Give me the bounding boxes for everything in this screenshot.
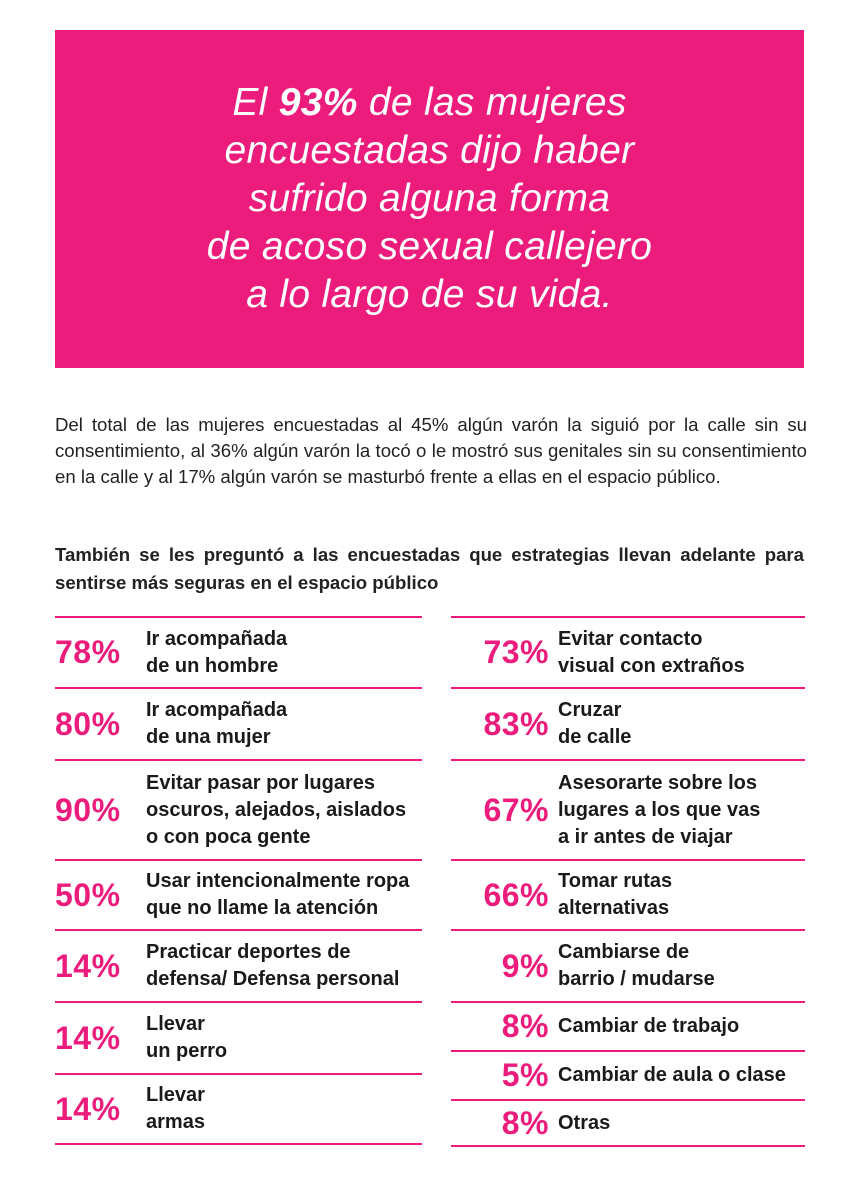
- strategies-question: También se les preguntó a las encuestada…: [55, 543, 804, 593]
- list-item: 8% Cambiar de trabajo: [451, 1001, 805, 1050]
- item-label: Practicar deportes de defensa/ Defensa p…: [146, 941, 400, 990]
- item-label: Cambiarse de barrio / mudarse: [558, 941, 715, 990]
- list-item: 66% Tomar rutas alternativas: [451, 859, 805, 929]
- item-label: Llevar un perro: [146, 1013, 228, 1062]
- strategies-list-left: 78% Ir acompañada de un hombre 80% Ir ac…: [55, 616, 422, 1145]
- list-item: 50% Usar intencionalmente ropa que no ll…: [55, 859, 422, 929]
- list-item: 14% Llevar un perro: [55, 1001, 422, 1073]
- item-percentage: 80%: [55, 705, 121, 742]
- item-percentage: 83%: [483, 705, 549, 742]
- item-label: Tomar rutas alternativas: [558, 870, 673, 919]
- headline-banner: El 93% de las mujeres encuestadas dijo h…: [55, 30, 804, 368]
- item-label: Otras: [558, 1111, 611, 1134]
- item-label: Evitar pasar por lugares oscuros, alejad…: [146, 771, 407, 848]
- list-item: 80% Ir acompañada de una mujer: [55, 687, 422, 759]
- headline-rest: de las mujeres encuestadas dijo haber su…: [206, 81, 653, 316]
- item-label: Usar intencionalmente ropa que no llame …: [146, 870, 410, 919]
- item-label: Cambiar de trabajo: [558, 1015, 740, 1037]
- intro-paragraph: Del total de las mujeres encuestadas al …: [55, 413, 807, 487]
- item-percentage: 14%: [55, 947, 121, 984]
- item-percentage: 8%: [501, 1008, 549, 1044]
- list-item: 14% Practicar deportes de defensa/ Defen…: [55, 929, 422, 1001]
- list-item: 78% Ir acompañada de un hombre: [55, 616, 422, 687]
- list-item: 83% Cruzar de calle: [451, 687, 805, 759]
- item-percentage: 90%: [55, 791, 121, 828]
- headline-text: El 93% de las mujeres encuestadas dijo h…: [207, 79, 652, 319]
- list-item: 9% Cambiarse de barrio / mudarse: [451, 929, 805, 1001]
- list-item: 14% Llevar armas: [55, 1073, 422, 1145]
- item-label: Cruzar de calle: [558, 699, 632, 748]
- list-item: 5% Cambiar de aula o clase: [451, 1050, 805, 1099]
- strategies-list-right: 73% Evitar contacto visual con extraños …: [451, 616, 805, 1147]
- list-item: 8% Otras: [451, 1099, 805, 1147]
- item-label: Ir acompañada de un hombre: [146, 627, 288, 677]
- item-percentage: 8%: [501, 1104, 549, 1141]
- item-label: Cambiar de aula o clase: [558, 1064, 786, 1086]
- headline-percentage: 93%: [278, 81, 358, 124]
- item-label: Evitar contacto visual con extraños: [558, 627, 745, 677]
- item-percentage: 73%: [483, 634, 549, 670]
- headline-prefix: El: [232, 81, 279, 124]
- item-label: Llevar armas: [146, 1084, 205, 1133]
- item-percentage: 9%: [501, 947, 549, 984]
- item-label: Asesorarte sobre los lugares a los que v…: [558, 771, 761, 848]
- item-percentage: 5%: [501, 1057, 549, 1093]
- item-percentage: 14%: [55, 1019, 121, 1056]
- item-percentage: 66%: [483, 876, 549, 913]
- list-item: 67% Asesorarte sobre los lugares a los q…: [451, 759, 805, 859]
- item-percentage: 50%: [55, 876, 121, 913]
- list-item: 73% Evitar contacto visual con extraños: [451, 616, 805, 687]
- item-percentage: 14%: [55, 1090, 121, 1127]
- item-percentage: 67%: [483, 791, 549, 828]
- list-item: 90% Evitar pasar por lugares oscuros, al…: [55, 759, 422, 859]
- item-percentage: 78%: [55, 634, 121, 670]
- item-label: Ir acompañada de una mujer: [146, 699, 288, 748]
